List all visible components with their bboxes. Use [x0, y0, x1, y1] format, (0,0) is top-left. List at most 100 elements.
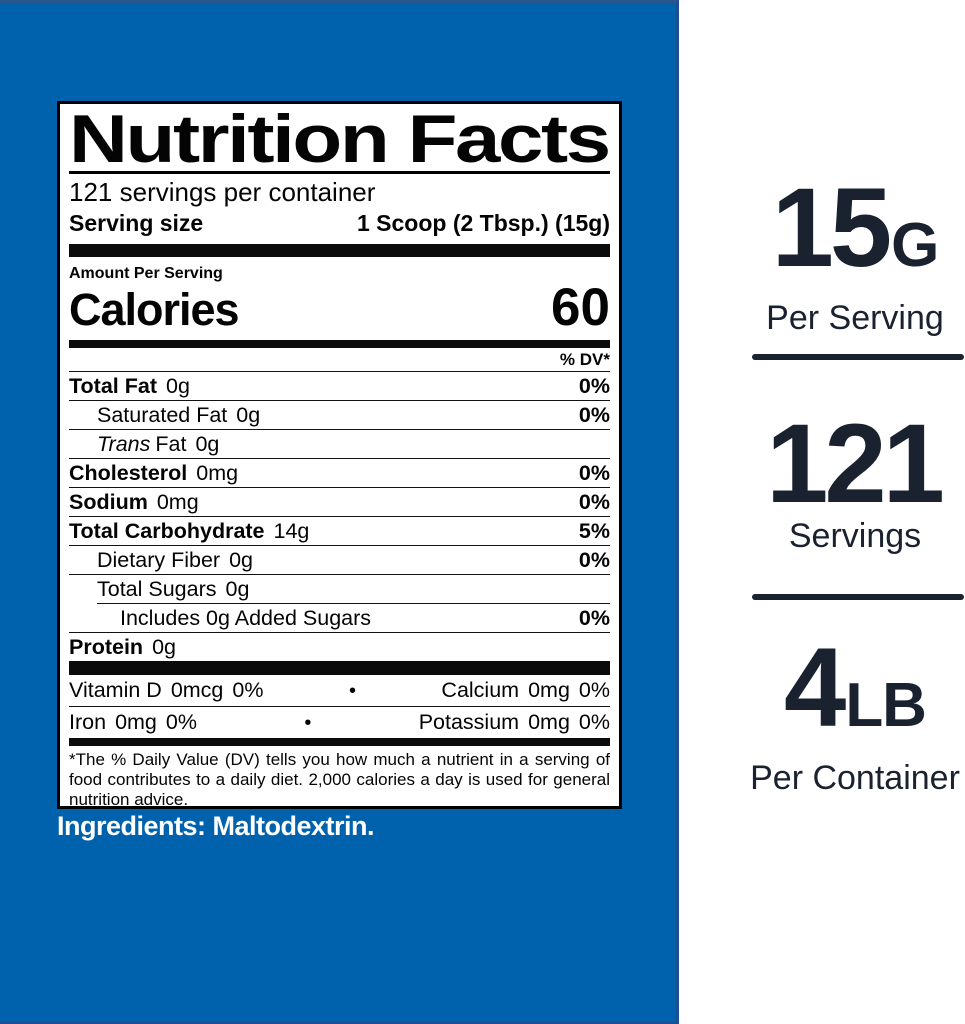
- stat-value-row: 121: [745, 401, 965, 526]
- micro-amount: 0mcg: [170, 678, 224, 702]
- nutrient-row-total-sugars: Total Sugars 0g: [69, 575, 610, 603]
- micro-right: Calcium 0mg 0%: [441, 675, 610, 705]
- nutrient-amount: 0g: [225, 577, 250, 601]
- nutrient-name: Total Sugars: [97, 577, 217, 601]
- separator: [69, 516, 610, 517]
- micro-dv: 0%: [578, 710, 610, 734]
- micro-dv: 0%: [232, 678, 264, 702]
- nutrient-row-total-carbohydrate: Total Carbohydrate 14g 5%: [69, 517, 610, 545]
- nutrient-name: Total Carbohydrate: [69, 519, 265, 543]
- separator: [69, 574, 610, 575]
- stat-value-row: 15 G: [745, 165, 965, 296]
- nutrient-amount: 0mg: [196, 461, 239, 485]
- bullet-separator: •: [348, 680, 356, 702]
- calories-bar: [69, 340, 610, 348]
- micro-name: Iron: [69, 710, 107, 734]
- micro-name: Vitamin D: [69, 678, 162, 702]
- calories-row: Calories 60: [69, 278, 610, 337]
- nutrient-dv: 0%: [578, 403, 610, 427]
- nutrient-dv: 0%: [578, 490, 610, 514]
- stats-divider: [752, 594, 964, 600]
- nutrient-dv: 5%: [578, 519, 610, 543]
- separator: [69, 400, 610, 401]
- servings-per-container: 121 servings per container: [69, 177, 376, 207]
- micro-left: Vitamin D 0mcg 0%: [69, 675, 263, 705]
- nutrient-name: Total Fat: [69, 374, 157, 398]
- stat-value: 15: [771, 165, 893, 290]
- separator: [69, 371, 610, 372]
- nutrient-dv: 0%: [578, 606, 610, 630]
- nutrient-row-cholesterol: Cholesterol 0mg 0%: [69, 459, 610, 487]
- nutrient-amount: 14g: [273, 519, 310, 543]
- stats-divider: [752, 354, 964, 360]
- amount-per-serving: Amount Per Serving: [69, 265, 223, 282]
- daily-value-header: % DV*: [559, 350, 610, 369]
- nutrient-name: Protein: [69, 635, 144, 659]
- stat-label: Servings: [788, 517, 922, 555]
- micro-left: Iron 0mg 0%: [69, 707, 197, 737]
- thick-bar-protein: [69, 661, 610, 675]
- nutrient-amount: 0g: [195, 432, 220, 456]
- nutrient-row-added-sugars: Includes 0g Added Sugars 0%: [69, 604, 610, 632]
- nutrient-amount: 0g: [165, 374, 190, 398]
- micro-row-vitamin-d-calcium: Vitamin D 0mcg 0% • Calcium 0mg 0%: [69, 675, 610, 706]
- calories-value: 60: [551, 278, 610, 337]
- separator: [69, 706, 610, 707]
- bullet-separator: •: [304, 712, 312, 734]
- stat-label: Per Serving: [766, 299, 944, 337]
- separator-indented: [97, 603, 610, 604]
- stat-servings: 121 Servings: [745, 401, 965, 556]
- nutrient-dv: 0%: [578, 548, 610, 572]
- nutrient-amount: 0mg: [156, 490, 199, 514]
- stat-per-serving: 15 G Per Serving: [745, 165, 965, 338]
- stat-value: 121: [766, 401, 945, 526]
- nutrient-row-trans-fat: Trans Fat 0g: [69, 430, 610, 458]
- separator: [69, 487, 610, 488]
- micro-dv: 0%: [578, 678, 610, 702]
- thick-bar-top: [69, 244, 610, 257]
- ingredients-text: Ingredients: Maltodextrin.: [57, 811, 375, 841]
- stat-label: Per Container: [750, 759, 960, 797]
- nutrient-name: Saturated Fat: [97, 403, 228, 427]
- nutrient-row-protein: Protein 0g: [69, 633, 610, 661]
- stat-unit: LB: [845, 671, 927, 740]
- nutrient-name: Sodium: [69, 490, 148, 514]
- nutrient-name: Fat: [155, 432, 187, 456]
- nutrient-row-dietary-fiber: Dietary Fiber 0g 0%: [69, 546, 610, 574]
- serving-size-label: Serving size: [69, 210, 204, 236]
- separator: [69, 429, 610, 430]
- micro-amount: 0mg: [115, 710, 157, 734]
- micro-dv: 0%: [165, 710, 197, 734]
- blue-background-panel: Nutrition Facts 121 servings per contain…: [0, 0, 679, 1024]
- stat-value: 4: [784, 625, 846, 750]
- nutrient-amount: 0g: [229, 548, 253, 572]
- micro-right: Potassium 0mg 0%: [419, 707, 610, 737]
- separator: [69, 632, 610, 633]
- nutrient-name: Cholesterol: [69, 461, 188, 485]
- nutrient-row-sodium: Sodium 0mg 0%: [69, 488, 610, 516]
- stat-value-row: 4 LB: [745, 625, 965, 756]
- serving-size-value: 1 Scoop (2 Tbsp.) (15g): [356, 210, 610, 236]
- micro-row-iron-potassium: Iron 0mg 0% • Potassium 0mg 0%: [69, 707, 610, 738]
- nutrient-row-saturated-fat: Saturated Fat 0g 0%: [69, 401, 610, 429]
- label-title: Nutrition Facts: [69, 101, 611, 177]
- nutrient-amount: 0g: [236, 403, 261, 427]
- separator: [69, 458, 610, 459]
- nutrient-amount: 0g: [152, 635, 176, 659]
- nutrient-row-total-fat: Total Fat 0g 0%: [69, 372, 610, 400]
- thick-bar-bottom: [69, 738, 610, 746]
- title-rule: [69, 171, 610, 174]
- nutrition-facts-label: Nutrition Facts 121 servings per contain…: [57, 101, 622, 809]
- micro-name: Calcium: [441, 678, 520, 702]
- nutrient-dv: 0%: [578, 374, 610, 398]
- nutrient-name: Includes 0g Added Sugars: [120, 606, 372, 630]
- stat-per-container: 4 LB Per Container: [745, 625, 965, 798]
- micro-amount: 0mg: [528, 678, 570, 702]
- micro-amount: 0mg: [528, 710, 570, 734]
- micro-name: Potassium: [418, 710, 520, 734]
- nutrient-name: Dietary Fiber: [97, 548, 221, 572]
- calories-label: Calories: [69, 284, 240, 335]
- serving-size-row: Serving size 1 Scoop (2 Tbsp.) (15g): [69, 210, 610, 236]
- nutrient-dv: 0%: [578, 461, 610, 485]
- stat-unit: G: [891, 211, 939, 280]
